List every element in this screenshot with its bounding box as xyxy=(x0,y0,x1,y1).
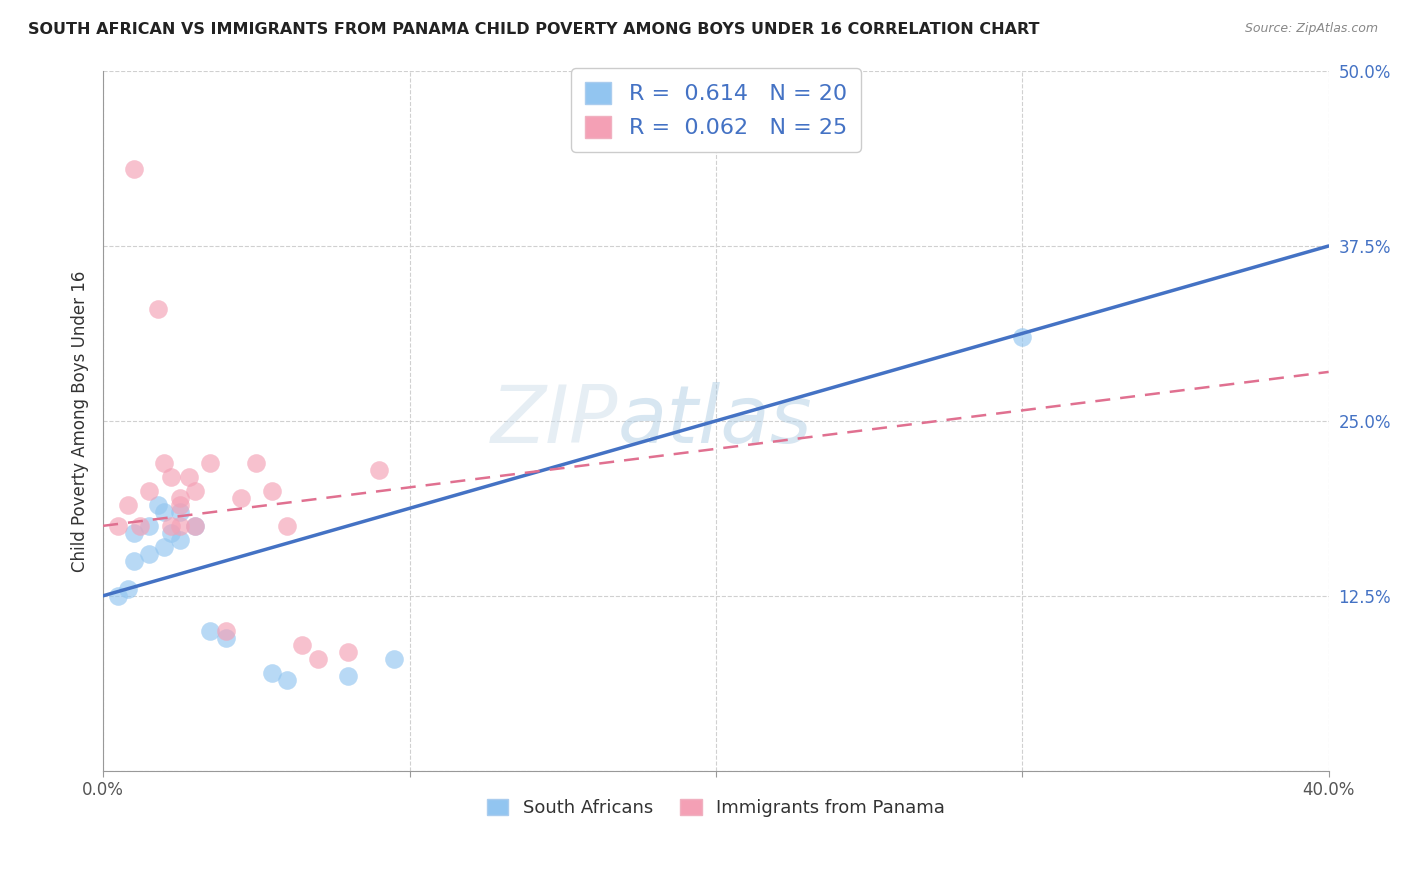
Point xyxy=(177,470,200,484)
Point xyxy=(337,645,360,659)
Point xyxy=(159,470,181,484)
Point xyxy=(260,483,283,498)
Point xyxy=(291,638,314,652)
Point xyxy=(159,525,181,540)
Point xyxy=(184,518,207,533)
Point xyxy=(184,483,207,498)
Point xyxy=(169,518,191,533)
Point xyxy=(215,631,238,645)
Point xyxy=(122,554,145,568)
Point xyxy=(200,624,222,638)
Point xyxy=(382,652,405,666)
Point xyxy=(153,505,176,519)
Point xyxy=(229,491,252,505)
Point xyxy=(276,673,298,687)
Point xyxy=(153,540,176,554)
Point xyxy=(169,491,191,505)
Point xyxy=(117,498,139,512)
Legend: South Africans, Immigrants from Panama: South Africans, Immigrants from Panama xyxy=(479,792,952,824)
Point xyxy=(276,518,298,533)
Point xyxy=(260,665,283,680)
Point xyxy=(200,456,222,470)
Point xyxy=(307,652,329,666)
Point xyxy=(138,518,160,533)
Text: ZIP: ZIP xyxy=(491,382,617,460)
Point xyxy=(138,547,160,561)
Text: SOUTH AFRICAN VS IMMIGRANTS FROM PANAMA CHILD POVERTY AMONG BOYS UNDER 16 CORREL: SOUTH AFRICAN VS IMMIGRANTS FROM PANAMA … xyxy=(28,22,1039,37)
Point xyxy=(153,456,176,470)
Point xyxy=(169,498,191,512)
Point xyxy=(245,456,267,470)
Point xyxy=(169,505,191,519)
Point xyxy=(138,483,160,498)
Point xyxy=(107,589,129,603)
Point xyxy=(337,668,360,682)
Point xyxy=(148,498,170,512)
Point xyxy=(128,518,150,533)
Point xyxy=(122,161,145,176)
Point xyxy=(367,463,389,477)
Text: atlas: atlas xyxy=(617,382,813,460)
Point xyxy=(215,624,238,638)
Y-axis label: Child Poverty Among Boys Under 16: Child Poverty Among Boys Under 16 xyxy=(72,270,89,572)
Point xyxy=(148,301,170,316)
Point xyxy=(184,518,207,533)
Point xyxy=(122,525,145,540)
Point xyxy=(107,518,129,533)
Point xyxy=(159,518,181,533)
Point xyxy=(1011,330,1033,344)
Point xyxy=(117,582,139,596)
Point xyxy=(169,533,191,547)
Text: Source: ZipAtlas.com: Source: ZipAtlas.com xyxy=(1244,22,1378,36)
